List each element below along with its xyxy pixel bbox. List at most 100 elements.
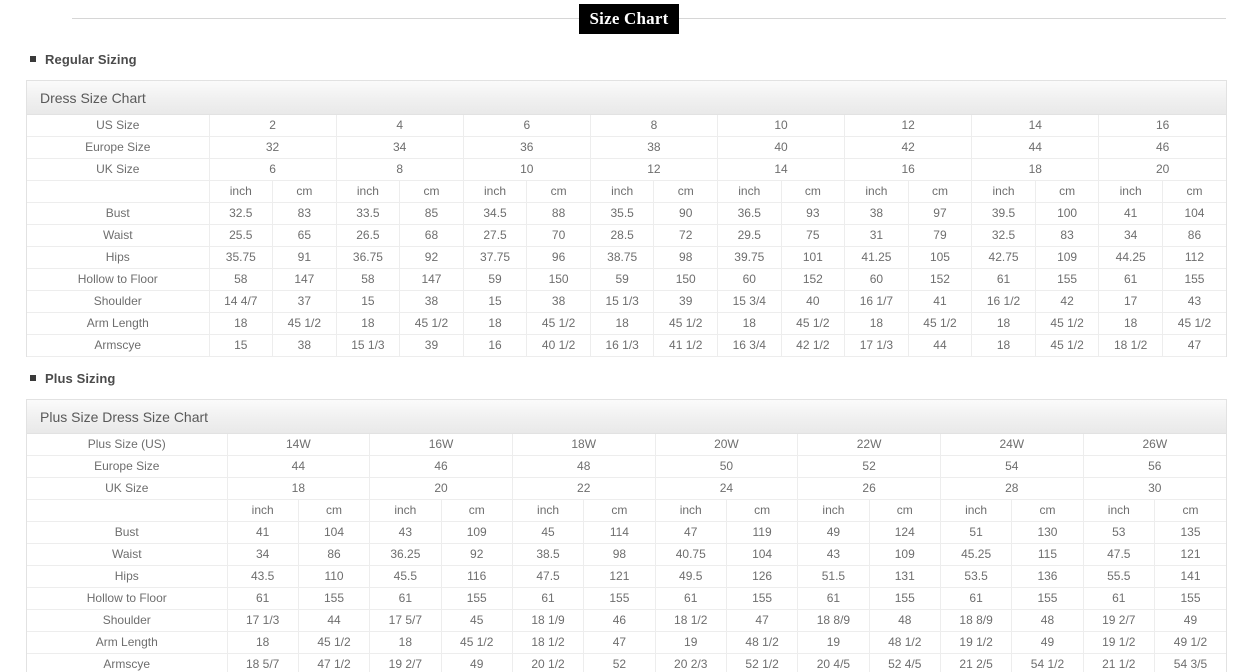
row-label: Hips xyxy=(27,565,228,588)
measure-cell: 19 xyxy=(655,631,727,654)
size-cell: 8 xyxy=(590,115,719,137)
measure-cell: 19 2/7 xyxy=(369,653,442,672)
measure-cell: 20 1/2 xyxy=(512,653,585,672)
table-row: Bust 32.5 83 33.5 85 34.5 88 35.5 90 36.5 93 38 97 39… xyxy=(27,202,1226,225)
measure-cell: 96 xyxy=(526,246,591,269)
measure-cell: 147 xyxy=(399,268,464,291)
measure-cell: 39.5 xyxy=(971,202,1036,225)
measure-cell: 91 xyxy=(272,246,337,269)
size-cell: 8 xyxy=(336,158,464,181)
bullet-square-icon xyxy=(30,56,36,62)
measure-cell: 34.5 xyxy=(463,202,528,225)
measure-cell: 53.5 xyxy=(940,565,1013,588)
measure-cell: 19 1/2 xyxy=(940,631,1013,654)
measure-cell: 110 xyxy=(298,565,371,588)
measure-cell: 45 1/2 xyxy=(272,312,337,335)
measure-cell: 155 xyxy=(1035,268,1100,291)
unit-cell: cm xyxy=(399,180,464,203)
measure-cell: 18 xyxy=(717,312,782,335)
measure-cell: 47.5 xyxy=(512,565,585,588)
size-cell: 10 xyxy=(463,158,591,181)
size-cell: 34 xyxy=(336,136,464,159)
measure-cell: 61 xyxy=(655,587,727,610)
page-title: Size Chart xyxy=(578,4,680,34)
measure-cell: 45.5 xyxy=(369,565,442,588)
size-cell: 14 xyxy=(971,115,1100,137)
measure-cell: 53 xyxy=(1083,521,1155,544)
measure-cell: 109 xyxy=(1035,246,1100,269)
measure-cell: 60 xyxy=(717,268,782,291)
table-caption: Plus Size Dress Size Chart xyxy=(27,400,1226,434)
measure-cell: 28.5 xyxy=(590,224,655,247)
row-label: Hollow to Floor xyxy=(27,587,228,610)
unit-cell: inch xyxy=(971,180,1036,203)
measure-cell: 61 xyxy=(797,587,870,610)
size-cell: 24W xyxy=(940,434,1084,456)
measure-cell: 54 3/5 xyxy=(1154,653,1226,672)
measure-cell: 119 xyxy=(726,521,799,544)
measure-cell: 16 1/3 xyxy=(590,334,655,357)
unit-cell: inch xyxy=(590,180,655,203)
measure-cell: 92 xyxy=(399,246,464,269)
table-row: Hips 35.75 91 36.75 92 37.75 96 38.75 98 39.75 101… xyxy=(27,246,1226,269)
measure-cell: 49.5 xyxy=(655,565,727,588)
table-row: Arm Length 18 45 1/2 18 45 1/2 18 1/2 47 19 48 1… xyxy=(27,631,1226,654)
measure-cell: 155 xyxy=(583,587,656,610)
table-row: Waist 34 86 36.25 92 38.5 98 40.75 104 43 109 45.25… xyxy=(27,543,1226,566)
measure-cell: 41 1/2 xyxy=(653,334,718,357)
size-cell: 4 xyxy=(336,115,464,137)
measure-cell: 147 xyxy=(272,268,337,291)
measure-cell: 124 xyxy=(869,521,941,544)
measure-cell: 98 xyxy=(653,246,718,269)
table-row: Hips 43.5 110 45.5 116 47.5 121 49.5 126 51.5 131 5… xyxy=(27,565,1226,588)
size-cell: 44 xyxy=(227,455,371,478)
unit-cell: inch xyxy=(797,499,870,522)
measure-cell: 46 xyxy=(583,609,656,632)
measure-cell: 31 xyxy=(844,224,909,247)
row-label: Bust xyxy=(27,521,228,544)
measure-cell: 48 1/2 xyxy=(726,631,799,654)
measure-cell: 36.25 xyxy=(369,543,442,566)
size-cell: 48 xyxy=(512,455,656,478)
measure-cell: 18 xyxy=(844,312,909,335)
row-label: Bust xyxy=(27,202,210,225)
measure-cell: 43 xyxy=(1162,290,1226,313)
row-label-empty xyxy=(27,499,228,522)
size-cell: 18 xyxy=(971,158,1100,181)
table-row: Bust 41 104 43 109 45 114 47 119 49 124 51 130 53 135 xyxy=(27,521,1226,544)
measure-cell: 36.75 xyxy=(336,246,401,269)
measure-cell: 15 xyxy=(336,290,401,313)
measure-cell: 135 xyxy=(1154,521,1226,544)
measure-cell: 72 xyxy=(653,224,718,247)
row-label: Waist xyxy=(27,543,228,566)
measure-cell: 59 xyxy=(590,268,655,291)
measure-cell: 59 xyxy=(463,268,528,291)
unit-cell: cm xyxy=(726,499,799,522)
measure-cell: 44 xyxy=(908,334,973,357)
table-row: Shoulder 17 1/3 44 17 5/7 45 18 1/9 46 18 1/2 47… xyxy=(27,609,1226,632)
measure-cell: 121 xyxy=(583,565,656,588)
measure-cell: 18 xyxy=(209,312,274,335)
unit-cell: inch xyxy=(717,180,782,203)
unit-cell: inch xyxy=(512,499,585,522)
size-cell: 50 xyxy=(655,455,799,478)
measure-cell: 44.25 xyxy=(1098,246,1163,269)
measure-cell: 18 1/9 xyxy=(512,609,585,632)
size-cell: 20 xyxy=(1098,158,1226,181)
bullet-square-icon xyxy=(30,375,36,381)
measure-cell: 38 xyxy=(399,290,464,313)
measure-cell: 18 8/9 xyxy=(797,609,870,632)
unit-cell: inch xyxy=(1098,180,1163,203)
measure-cell: 27.5 xyxy=(463,224,528,247)
table-row: Armscye 18 5/7 47 1/2 19 2/7 49 20 1/2 52 20 2/… xyxy=(27,653,1226,672)
measure-cell: 47 xyxy=(655,521,727,544)
measure-cell: 152 xyxy=(908,268,973,291)
measure-cell: 17 xyxy=(1098,290,1163,313)
measure-cell: 121 xyxy=(1154,543,1226,566)
size-cell: 18 xyxy=(227,477,371,500)
table-row: Hollow to Floor 61 155 61 155 61 155 61 155 61 155… xyxy=(27,587,1226,610)
measure-cell: 52 1/2 xyxy=(726,653,799,672)
size-cell: 26 xyxy=(797,477,941,500)
measure-cell: 49 xyxy=(1154,609,1226,632)
